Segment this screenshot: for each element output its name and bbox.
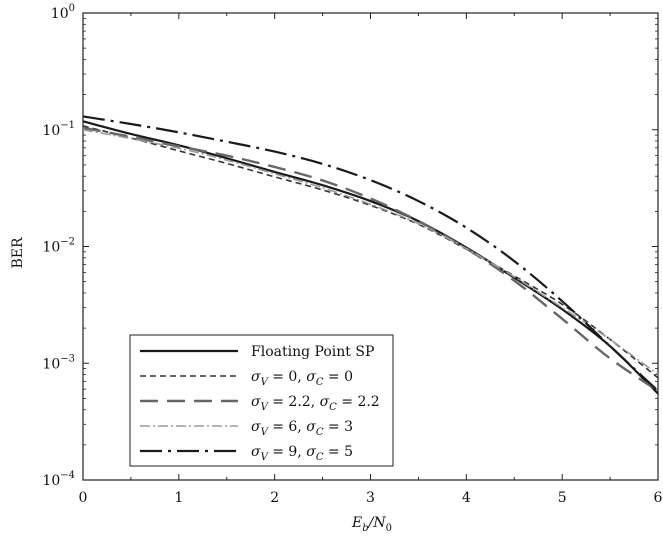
x-tick-label: 1: [174, 490, 183, 506]
y-tick-label: 10−1: [42, 120, 75, 139]
x-tick-label: 6: [654, 490, 663, 506]
y-axis-title: BER: [10, 237, 26, 269]
series-lines: [82, 115, 659, 395]
y-tick-label: 10−3: [42, 353, 75, 372]
axis-ticks: 0 1 2 3 4 5 6 10−4 10−3 10−2 10−1 100: [42, 3, 662, 506]
y-tick-label: 10−2: [42, 237, 75, 256]
series-line-2: [82, 125, 659, 379]
y-tick-label: 10−4: [42, 470, 75, 489]
x-tick-label: 5: [558, 490, 567, 506]
series-line-5: [82, 115, 659, 392]
legend: Floating Point SP σV = 0, σC = 0 σV = 2.2,…: [129, 334, 394, 467]
legend-label: σV = 0, σC = 0: [251, 369, 353, 388]
legend-label: σV = 6, σC = 3: [251, 419, 353, 438]
x-tick-label: 3: [366, 490, 375, 506]
x-tick-label: 2: [270, 490, 279, 506]
x-axis-title: Eb/N0: [351, 515, 392, 534]
series-line-4: [82, 128, 659, 376]
legend-label: Floating Point SP: [251, 344, 374, 360]
x-tick-label: 0: [79, 490, 88, 506]
legend-label: σV = 9, σC = 5: [251, 444, 353, 463]
legend-label: σV = 2.2, σC = 2.2: [251, 394, 380, 413]
y-tick-label: 100: [51, 3, 75, 22]
series-line-3: [82, 126, 659, 392]
x-tick-label: 4: [462, 490, 471, 506]
